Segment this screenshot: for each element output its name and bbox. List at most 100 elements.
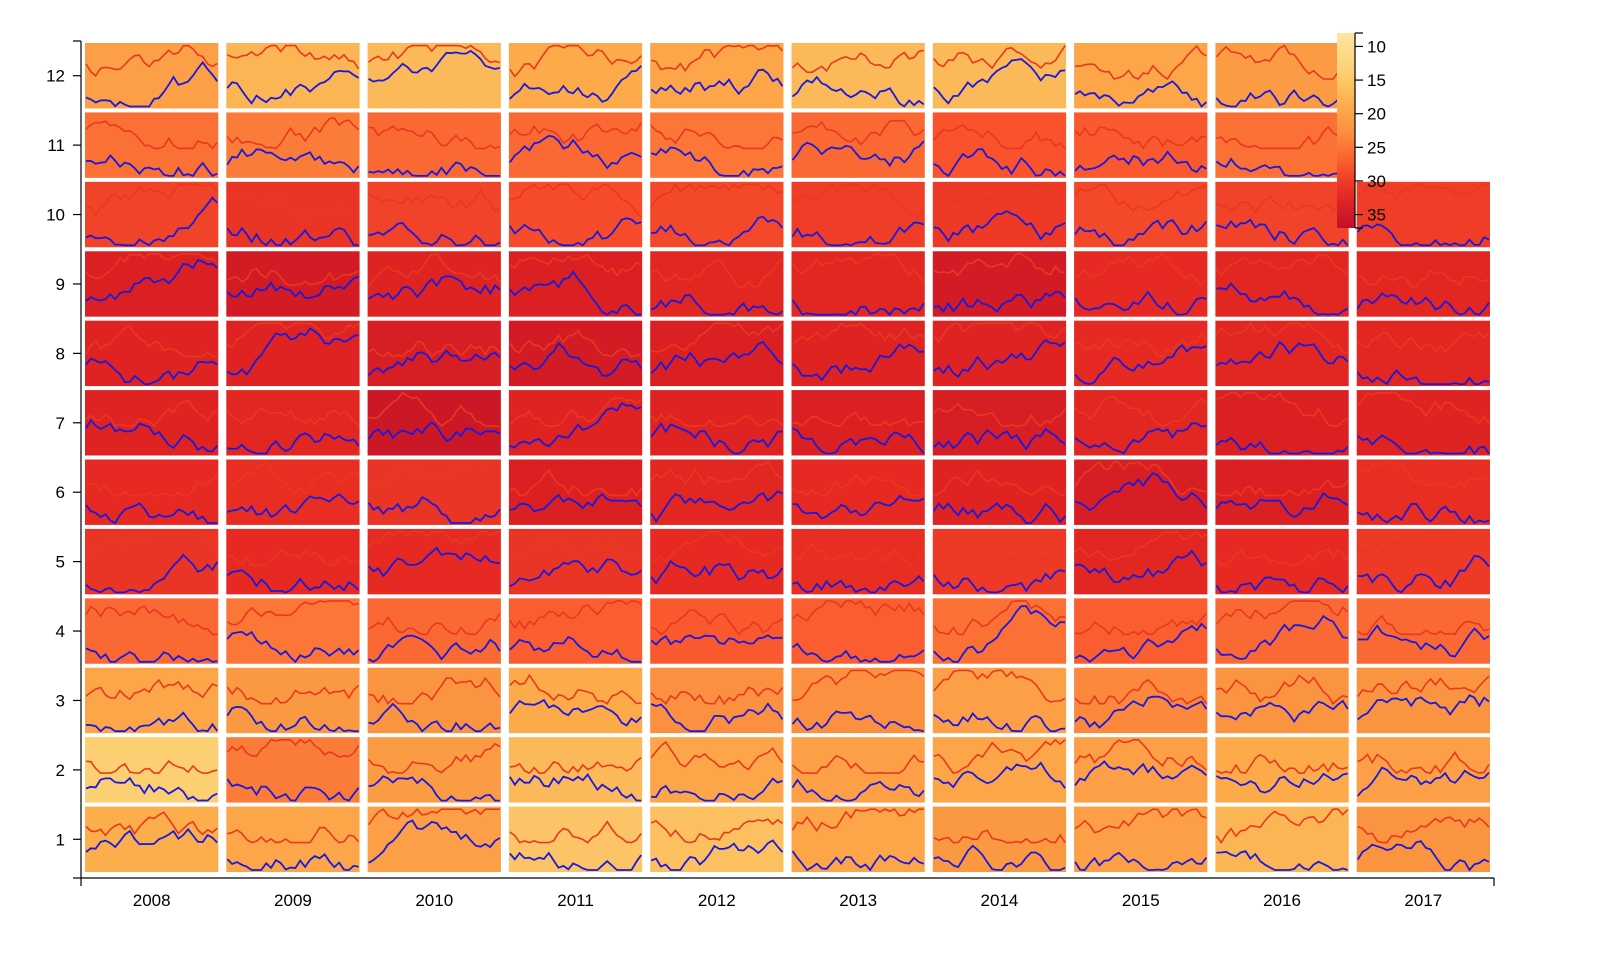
heatmap-cell — [932, 667, 1067, 734]
heatmap-cell — [932, 390, 1067, 456]
min-series-line — [85, 553, 219, 594]
max-series-line — [1357, 391, 1490, 425]
max-series-line — [85, 605, 218, 636]
heatmap-cell — [226, 181, 360, 248]
min-series-line — [792, 494, 925, 520]
max-series-line — [791, 322, 925, 346]
heatmap-cell — [226, 667, 360, 734]
min-series-line — [368, 275, 501, 301]
heatmap-cell — [1356, 181, 1490, 248]
heatmap-cell — [1215, 806, 1349, 872]
min-series-line — [791, 299, 925, 317]
min-series-line — [650, 341, 784, 374]
min-series-line — [226, 630, 360, 664]
heatmap-cell-rect — [367, 667, 501, 734]
heatmap-cell — [932, 737, 1067, 803]
y-tick-label: 3 — [56, 691, 65, 710]
max-series-line — [509, 183, 642, 218]
heatmap-cell — [508, 667, 643, 734]
heatmap-cell — [226, 390, 360, 456]
heatmap-cell-rect — [1074, 806, 1208, 872]
heatmap-cell — [932, 528, 1067, 595]
y-tick-label: 12 — [46, 67, 65, 86]
heatmap-cell-rect — [650, 112, 784, 178]
heatmap-cell — [650, 737, 784, 803]
max-series-line — [933, 183, 1066, 211]
max-series-line — [1357, 614, 1490, 636]
min-series-line — [367, 496, 501, 524]
heatmap-cell-rect — [226, 112, 360, 178]
heatmap-cell — [508, 112, 643, 178]
heatmap-cell — [650, 181, 784, 248]
max-series-line — [650, 608, 783, 636]
max-series-line — [933, 322, 1066, 344]
max-series-line — [1215, 254, 1349, 278]
min-series-line — [367, 349, 501, 377]
max-series-line — [509, 122, 642, 145]
max-series-line — [226, 406, 360, 427]
x-tick-label: 2013 — [839, 891, 877, 910]
min-series-line — [367, 421, 501, 442]
min-series-line — [226, 852, 359, 871]
max-series-line — [227, 267, 359, 287]
heatmap-cell — [367, 112, 501, 178]
x-tick-label: 2009 — [274, 891, 312, 910]
heatmap-cell — [1356, 251, 1490, 317]
min-series-line — [1074, 695, 1208, 729]
heatmap-cell-rect — [791, 390, 925, 456]
min-series-line — [1357, 554, 1490, 594]
max-series-line — [1216, 122, 1349, 150]
heatmap-cell-rect — [226, 528, 360, 595]
min-series-line — [933, 844, 1066, 871]
min-series-line — [650, 839, 784, 871]
min-series-line — [1357, 766, 1490, 797]
heatmap-cell-rect — [1356, 806, 1490, 872]
max-series-line — [367, 530, 501, 549]
max-series-line — [791, 252, 925, 283]
heatmap-cell-rect — [1074, 667, 1208, 734]
max-series-line — [1357, 675, 1490, 697]
min-series-line — [791, 850, 925, 872]
min-series-line — [1074, 622, 1208, 663]
max-series-line — [1074, 808, 1207, 834]
heatmap-cell-rect — [226, 320, 360, 387]
min-series-line — [226, 327, 359, 376]
min-series-line — [85, 827, 218, 853]
heatmap-cell — [367, 181, 501, 248]
heatmap-cell — [508, 459, 643, 525]
y-tick-label: 4 — [56, 622, 65, 641]
min-series-line — [227, 493, 360, 518]
max-series-line — [1357, 331, 1490, 354]
min-series-line — [650, 634, 783, 646]
heatmap-cell — [226, 459, 360, 525]
heatmap-cell — [932, 598, 1067, 664]
heatmap-cell-rect — [226, 181, 360, 248]
heatmap-cell — [791, 112, 925, 178]
heatmap-cell — [367, 528, 501, 595]
min-series-line — [1074, 80, 1208, 108]
heatmap-cell-rect — [1215, 390, 1349, 456]
x-tick-label: 2014 — [981, 891, 1019, 910]
max-series-line — [933, 468, 1066, 497]
heatmap-cell-rect — [1074, 737, 1208, 803]
heatmap-cell-rect — [508, 181, 643, 248]
heatmap-cell — [1215, 320, 1349, 387]
heatmap-cell-rect — [367, 251, 501, 317]
heatmap-cell — [1356, 737, 1490, 803]
min-series-line — [1215, 340, 1349, 367]
max-series-line — [1074, 678, 1208, 705]
heatmap-cell — [1074, 459, 1208, 525]
min-series-line — [368, 819, 501, 864]
heatmap-cell — [650, 667, 784, 734]
max-series-line — [85, 399, 218, 428]
heatmap-cell-rect — [85, 320, 219, 387]
min-series-line — [1216, 282, 1349, 316]
max-series-line — [368, 188, 501, 214]
min-series-line — [509, 698, 642, 727]
max-series-line — [792, 183, 925, 219]
min-series-line — [85, 259, 218, 302]
max-series-line — [367, 253, 501, 288]
heatmap-cell-rect — [508, 390, 643, 456]
min-series-line — [650, 294, 784, 316]
heatmap-cell-rect — [85, 390, 219, 456]
